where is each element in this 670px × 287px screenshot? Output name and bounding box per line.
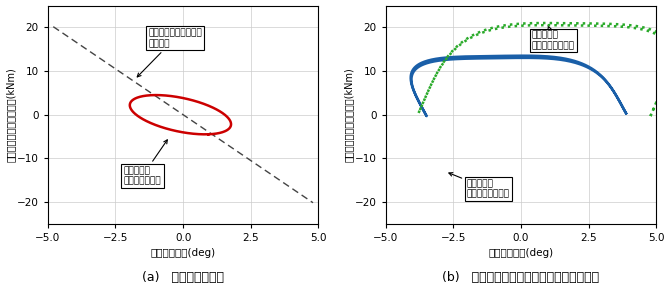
Y-axis label: 台車旋回抵抗モーメント(kNm): 台車旋回抵抗モーメント(kNm) <box>343 67 353 162</box>
X-axis label: 旋回台旋回角(deg): 旋回台旋回角(deg) <box>488 249 553 258</box>
Y-axis label: 台車旋回抵抗モーメント(kNm): 台車旋回抵抗モーメント(kNm) <box>5 67 15 162</box>
X-axis label: 旋回台旋回角(deg): 旋回台旋回角(deg) <box>151 249 216 258</box>
Text: 線形性を仮定した場合
の予想値: 線形性を仮定した場合 の予想値 <box>137 29 202 77</box>
Text: 測定結果：
ヨーダンパ装着時: 測定結果： ヨーダンパ装着時 <box>532 26 575 50</box>
Text: 測定結果：
空気ばねパンク時: 測定結果： 空気ばねパンク時 <box>449 173 510 199</box>
Text: (b)   ヨーダンパ装着時・空気ばねパンク時: (b) ヨーダンパ装着時・空気ばねパンク時 <box>442 271 600 284</box>
Text: (a)   空気ばね通常時: (a) 空気ばね通常時 <box>142 271 224 284</box>
Text: 測定結果：
空気ばね通常時: 測定結果： 空気ばね通常時 <box>124 140 168 185</box>
